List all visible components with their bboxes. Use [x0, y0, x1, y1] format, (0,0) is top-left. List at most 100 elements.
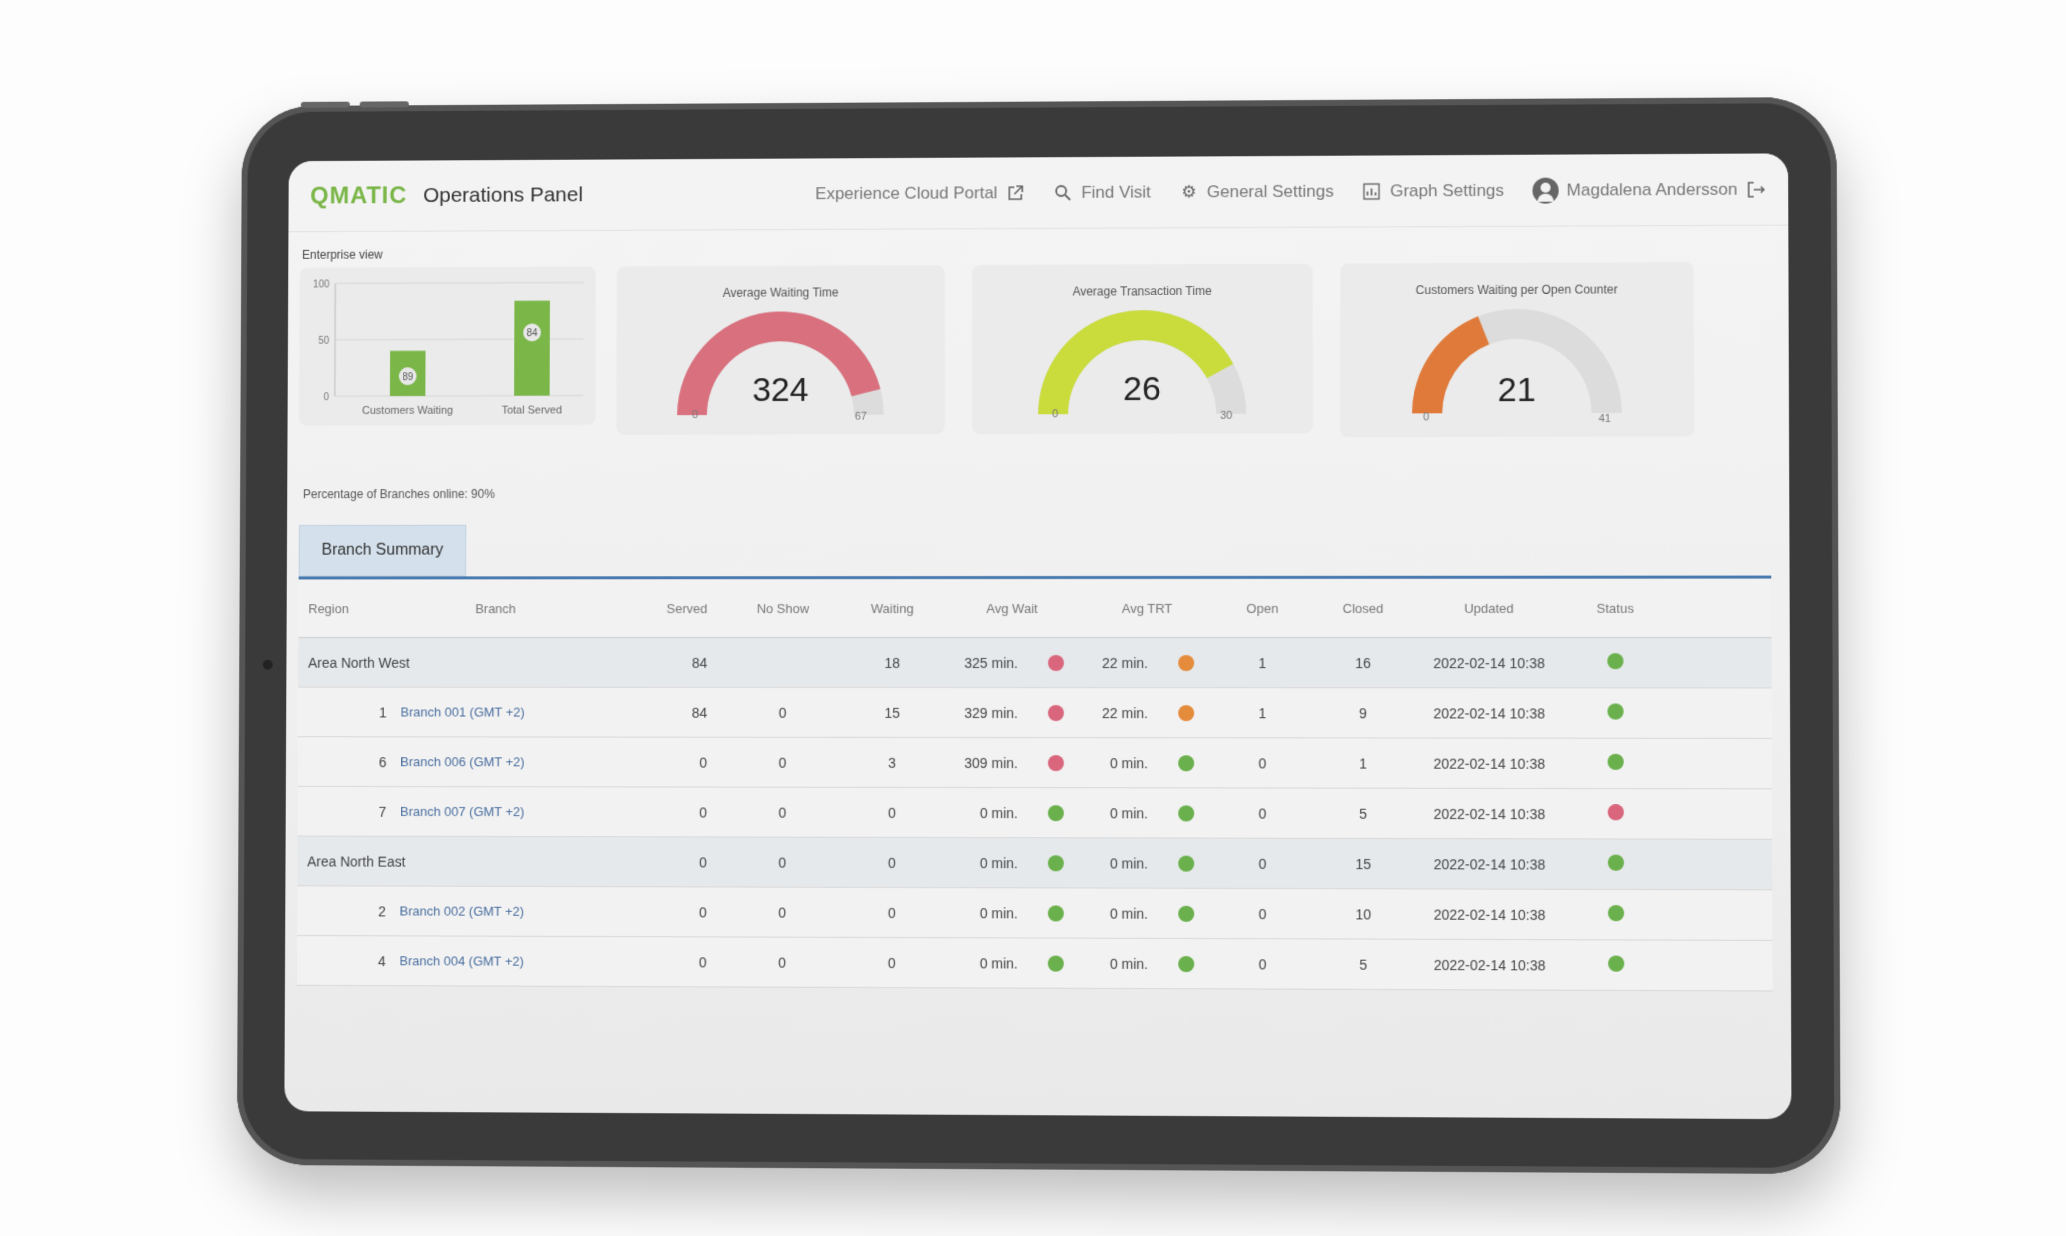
- tablet-frame: QMATIC Operations Panel Experience Cloud…: [237, 97, 1841, 1174]
- nav-general-settings[interactable]: ⚙ General Settings: [1179, 181, 1334, 202]
- avg-trt-cell: 0 min.: [1082, 955, 1212, 972]
- updated-cell: 2022-02-14 10:38: [1413, 705, 1565, 721]
- nav-experience-cloud-portal[interactable]: Experience Cloud Portal: [815, 183, 1025, 204]
- qmatic-logo[interactable]: QMATIC: [310, 182, 407, 210]
- branch-link[interactable]: Branch 007 (GMT +2): [357, 804, 634, 819]
- noshow-cell: 0: [723, 854, 842, 870]
- avg-wait-cell-value: 0 min.: [980, 905, 1018, 921]
- noshow-cell: 0: [723, 904, 842, 920]
- status-dot-icon: [1608, 804, 1624, 820]
- column-header-closed[interactable]: Closed: [1313, 601, 1414, 616]
- grid-line: [335, 282, 583, 283]
- avg-trt-cell-value: 0 min.: [1110, 805, 1148, 821]
- table-body: Area North West 84 18 325 min. 22 min. 1 16 202…: [297, 638, 1773, 992]
- nav-graph-settings[interactable]: Graph Settings: [1362, 180, 1504, 201]
- search-icon: [1053, 182, 1073, 202]
- column-header-avgwait[interactable]: Avg Wait: [942, 601, 1082, 616]
- served-cell: 84: [634, 704, 723, 720]
- nav-label: Experience Cloud Portal: [815, 183, 997, 204]
- gauge-min: 0: [1423, 411, 1429, 423]
- column-header-avgtrt[interactable]: Avg TRT: [1082, 601, 1212, 616]
- avg-trt-cell-value: 0 min.: [1110, 755, 1148, 771]
- status-dot-icon: [1608, 855, 1624, 871]
- branch-row[interactable]: 1 Branch 001 (GMT +2) 84 0 15 329 min. 22 min.…: [298, 688, 1772, 739]
- gauge-min: 0: [692, 409, 698, 421]
- branch-link[interactable]: Branch 001 (GMT +2): [357, 704, 634, 719]
- y-tick-label: 100: [313, 279, 330, 290]
- branch-link[interactable]: Branch 006 (GMT +2): [357, 754, 634, 769]
- open-cell: 0: [1212, 956, 1313, 972]
- avg-wait-cell: 0 min.: [942, 804, 1082, 820]
- avg-wait-cell-value: 325 min.: [964, 654, 1018, 670]
- open-cell: 0: [1212, 805, 1313, 821]
- region-row[interactable]: Area North East 0 0 0 0 min. 0 min. 0 15 2022-02…: [297, 837, 1772, 891]
- avg-trt-cell: 22 min.: [1082, 705, 1212, 721]
- avg-wait-cell: 325 min.: [942, 654, 1082, 670]
- status-dot-icon: [1178, 956, 1194, 972]
- column-header-waiting[interactable]: Waiting: [843, 601, 943, 616]
- served-cell: 0: [634, 754, 723, 770]
- noshow-cell: 0: [723, 804, 842, 820]
- updated-cell: 2022-02-14 10:38: [1414, 805, 1566, 821]
- waiting-cell: 15: [842, 704, 942, 720]
- updated-cell: 2022-02-14 10:38: [1414, 956, 1566, 973]
- avg-trt-cell: 0 min.: [1082, 805, 1212, 821]
- status-dot-icon: [1608, 905, 1624, 921]
- region-row[interactable]: Area North West 84 18 325 min. 22 min. 1 16 202…: [298, 638, 1772, 688]
- closed-cell: 5: [1313, 956, 1414, 972]
- gauge-value: 26: [972, 370, 1312, 410]
- status-dot-icon: [1608, 956, 1624, 972]
- open-cell: 0: [1212, 855, 1313, 871]
- closed-cell: 1: [1313, 755, 1414, 771]
- column-header-branch[interactable]: Branch: [357, 601, 634, 616]
- user-menu[interactable]: Magdalena Andersson: [1532, 176, 1766, 203]
- status-dot-icon: [1048, 955, 1064, 971]
- served-cell: 84: [634, 654, 723, 670]
- branch-row[interactable]: 6 Branch 006 (GMT +2) 0 0 3 309 min. 0 min. 0 1 2…: [298, 737, 1772, 789]
- avg-trt-cell-value: 0 min.: [1110, 905, 1148, 921]
- external-link-icon: [1006, 183, 1026, 203]
- column-header-open[interactable]: Open: [1212, 601, 1312, 616]
- avg-trt-cell: 0 min.: [1082, 905, 1212, 921]
- x-category-label: Total Served: [502, 404, 562, 416]
- branch-link[interactable]: Branch 002 (GMT +2): [356, 903, 633, 919]
- avg-wait-cell-value: 329 min.: [964, 704, 1018, 720]
- status-dot-icon: [1048, 855, 1064, 871]
- column-header-noshow[interactable]: No Show: [723, 601, 842, 616]
- open-cell: 0: [1212, 905, 1313, 921]
- noshow-cell: 0: [723, 754, 842, 770]
- y-tick-label: 0: [323, 392, 329, 403]
- nav-label: Find Visit: [1081, 182, 1151, 202]
- table-header-row: Region Branch Served No Show Waiting Avg…: [298, 580, 1771, 638]
- status-cell: [1565, 804, 1666, 823]
- branch-link[interactable]: Branch 004 (GMT +2): [356, 953, 633, 969]
- open-cell: 1: [1212, 655, 1312, 671]
- waiting-cell: 0: [842, 904, 942, 920]
- status-dot-icon: [1178, 655, 1194, 671]
- gauge-min: 0: [1052, 408, 1058, 420]
- camera: [263, 660, 273, 670]
- avg-trt-cell-value: 0 min.: [1110, 955, 1148, 971]
- status-dot-icon: [1607, 653, 1623, 669]
- closed-cell: 9: [1313, 705, 1414, 721]
- column-header-served[interactable]: Served: [634, 601, 723, 616]
- status-cell: [1565, 905, 1666, 924]
- chart-icon: [1362, 181, 1382, 201]
- branch-row[interactable]: 7 Branch 007 (GMT +2) 0 0 0 0 min. 0 min. 0 5 202…: [297, 787, 1772, 840]
- branch-row[interactable]: 4 Branch 004 (GMT +2) 0 0 0 0 min. 0 min. 0 5 202…: [297, 936, 1773, 991]
- column-header-status[interactable]: Status: [1565, 601, 1666, 616]
- status-cell: [1565, 855, 1666, 874]
- column-header-updated[interactable]: Updated: [1413, 601, 1564, 616]
- avg-trt-cell: 0 min.: [1082, 855, 1212, 871]
- avg-wait-cell: 0 min.: [942, 905, 1082, 921]
- avg-wait-cell-value: 0 min.: [980, 805, 1018, 821]
- status-dot-icon: [1178, 855, 1194, 871]
- served-cell: 0: [633, 954, 722, 970]
- nav-find-visit[interactable]: Find Visit: [1053, 182, 1150, 202]
- branch-row[interactable]: 2 Branch 002 (GMT +2) 0 0 0 0 min. 0 min. 0 10 20…: [297, 886, 1773, 941]
- logout-icon[interactable]: [1746, 179, 1766, 199]
- column-header-region[interactable]: Region: [298, 601, 357, 616]
- top-bar: QMATIC Operations Panel Experience Cloud…: [288, 153, 1788, 232]
- status-dot-icon: [1048, 705, 1064, 721]
- tab-branch-summary[interactable]: Branch Summary: [299, 525, 467, 577]
